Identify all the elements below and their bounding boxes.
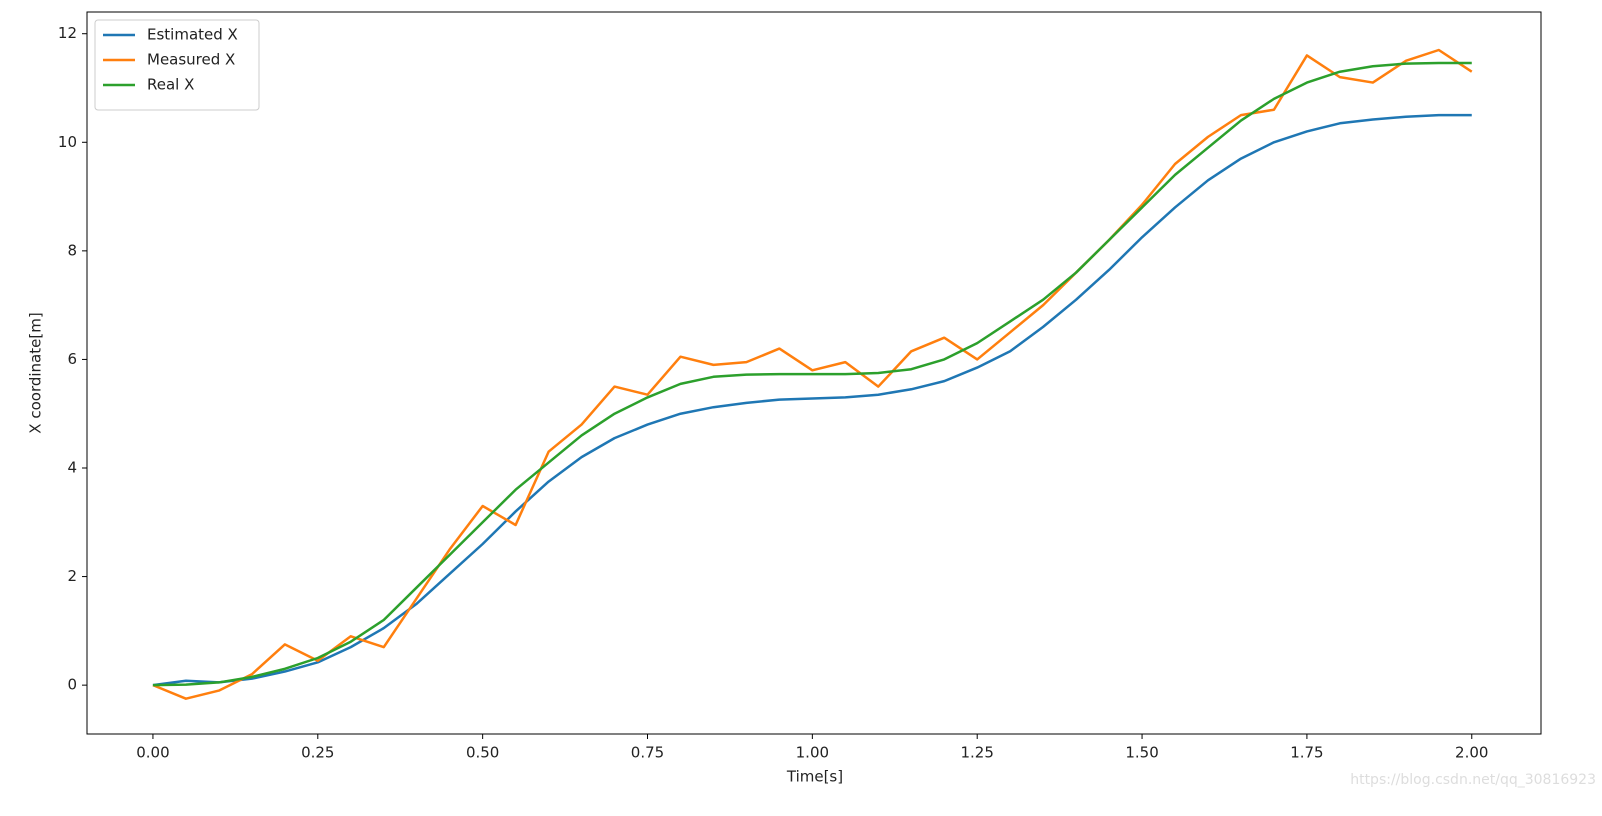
x-tick-label: 1.00 [796, 744, 829, 762]
x-tick-label: 0.75 [631, 744, 664, 762]
series-line [152, 113, 1472, 687]
legend-label: Real X [147, 76, 194, 94]
legend-label: Measured X [147, 51, 235, 69]
x-tick-label: 1.75 [1290, 744, 1323, 762]
y-tick-label: 0 [67, 676, 77, 694]
x-axis-label: Time[s] [786, 768, 843, 786]
x-tick-label: 0.00 [136, 744, 169, 762]
legend-label: Estimated X [147, 26, 238, 44]
y-tick-label: 6 [67, 350, 77, 368]
y-axis-label: X coordinate[m] [27, 312, 45, 433]
legend-box [94, 19, 260, 111]
y-tick-label: 8 [67, 241, 77, 259]
series-line [152, 61, 1472, 687]
x-tick-label: 1.25 [961, 744, 994, 762]
x-tick-label: 0.25 [301, 744, 334, 762]
plot-frame [86, 11, 1542, 735]
y-tick-label: 12 [58, 24, 77, 42]
x-tick-label: 2.00 [1455, 744, 1488, 762]
watermark: https://blog.csdn.net/qq_30816923 [1350, 772, 1596, 788]
y-tick-label: 2 [67, 567, 77, 585]
y-tick-label: 10 [58, 133, 77, 151]
y-tick-label: 4 [67, 459, 77, 477]
x-tick-label: 1.50 [1125, 744, 1158, 762]
x-tick-label: 0.50 [466, 744, 499, 762]
